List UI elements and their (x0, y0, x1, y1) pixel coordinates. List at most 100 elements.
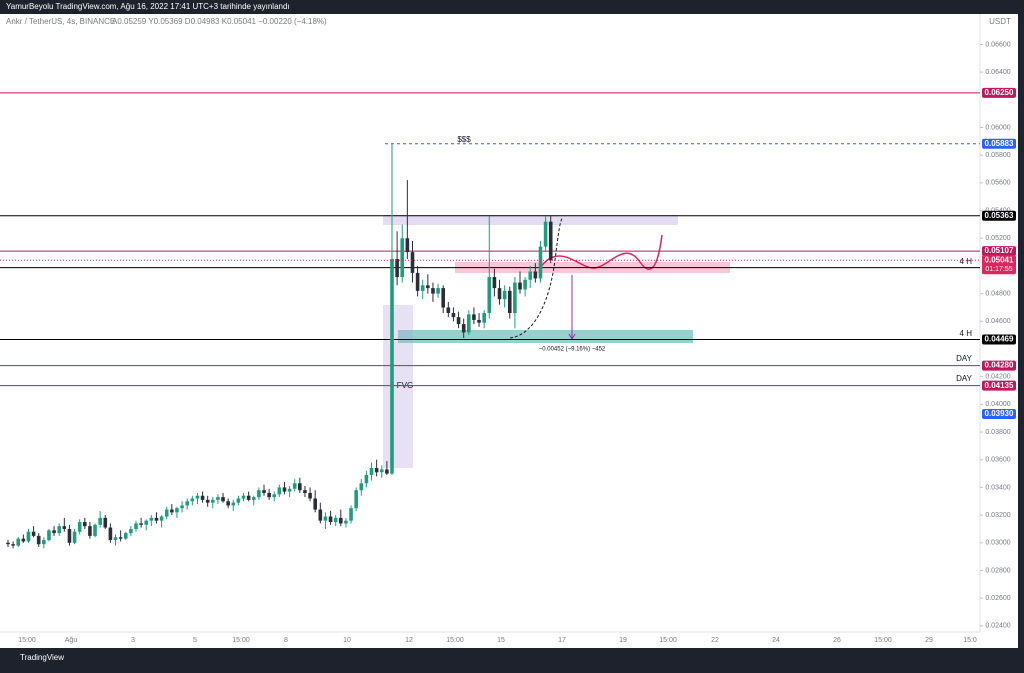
candle-body (16, 538, 21, 546)
y-tick-label: 0.03200 (985, 512, 1010, 519)
candle-body (211, 499, 215, 503)
candle-body (308, 492, 312, 499)
candle-body (170, 509, 174, 513)
candle-body (518, 282, 522, 290)
y-tick-label: 0.04600 (985, 318, 1010, 325)
curve-path (509, 217, 563, 339)
candle-body (272, 494, 277, 498)
candle-body (26, 531, 31, 542)
level-tag-label: 0.03930 (985, 409, 1014, 418)
candle-body (221, 497, 225, 502)
x-tick-label: 3 (131, 637, 135, 644)
candle-body (62, 526, 67, 529)
candle-body (93, 524, 97, 536)
candle-body (200, 495, 205, 500)
candle-body (379, 469, 384, 473)
candle-body (359, 483, 364, 491)
candle-body (431, 288, 435, 294)
candle-body (267, 492, 271, 498)
level-tag (982, 360, 1016, 371)
candle-body (339, 517, 343, 524)
candle-body (36, 535, 41, 545)
x-tick-label: 19 (619, 637, 627, 644)
x-tick-label: 12 (405, 637, 413, 644)
y-tick-label: 0.05600 (985, 180, 1010, 187)
candle-body (313, 498, 317, 510)
last-price-label: 0.05041 (985, 255, 1014, 264)
candle-body (83, 522, 87, 527)
candle-body (6, 542, 10, 545)
level-tag (982, 138, 1016, 149)
x-tick-label: 24 (772, 637, 780, 644)
candle-body (277, 487, 282, 495)
level-tag (982, 380, 1016, 391)
last-price-tag (982, 255, 1016, 275)
candle-body (236, 498, 241, 503)
x-tick-label: 17 (558, 637, 566, 644)
candle-body (292, 483, 297, 489)
measure-label: −0.00452 (−9.16%) −452 (539, 347, 606, 353)
candle-body (441, 288, 445, 308)
timeframe-label: 4 H (960, 329, 973, 338)
y-tick-label: 0.03400 (985, 484, 1010, 491)
candle-body (11, 544, 15, 546)
candle-body (47, 530, 51, 541)
candle-body (482, 313, 486, 323)
y-tick-label: 0.04200 (985, 374, 1010, 381)
candle-body (395, 259, 399, 278)
candle-body (180, 505, 184, 509)
y-tick-label: 0.03000 (985, 540, 1010, 547)
candle-body (118, 537, 123, 539)
candle-body (205, 499, 210, 503)
candle-body (461, 324, 466, 333)
x-tick-label: 26 (833, 637, 841, 644)
timeframe-label: 4 H (960, 257, 973, 266)
candle-body (405, 238, 410, 253)
symbol: Ankr / TetherUS, 4s, BINANCE (6, 17, 115, 26)
candle-body (344, 520, 348, 524)
candle-body (333, 517, 338, 523)
candle-body (390, 259, 394, 474)
candle-body (31, 531, 36, 536)
candle-body (528, 271, 533, 280)
candle-body (467, 314, 471, 333)
candle-body (410, 252, 415, 273)
candle-body (303, 490, 307, 493)
candle-body (246, 495, 251, 500)
candle-body (159, 516, 164, 521)
y-tick-label: 0.06600 (985, 41, 1010, 48)
candle-body (154, 517, 159, 521)
candle-body (241, 495, 246, 499)
y-tick-label: 0.05800 (985, 152, 1010, 159)
level-tag-label: 0.06250 (985, 88, 1014, 97)
level-tag (982, 409, 1016, 420)
ohlc: A0.05259 Y0.05369 D0.04983 K0.05041 −0.0… (112, 17, 327, 26)
candle-body (134, 523, 138, 529)
candle-body (446, 307, 451, 314)
candle-body (436, 288, 440, 294)
candle-body (103, 517, 108, 528)
x-tick-label: 15:00 (446, 637, 464, 644)
candle-body (287, 488, 292, 492)
candle-body (374, 468, 379, 473)
candle-body (507, 290, 512, 314)
candle-body (144, 520, 149, 525)
y-tick-label: 0.06400 (985, 69, 1010, 76)
x-tick-label: 15:00 (18, 637, 36, 644)
candle-body (385, 469, 389, 474)
candle-body (262, 490, 266, 493)
candle-body (231, 502, 236, 506)
candle-body (354, 490, 358, 509)
candle-body (369, 468, 374, 475)
x-tick-label: 15:0 (963, 637, 977, 644)
candle-body (364, 474, 369, 484)
candle-body (67, 528, 72, 543)
y-tick-label: 0.05200 (985, 235, 1010, 242)
timeframe-label: DAY (956, 374, 973, 383)
candle-body (149, 517, 154, 521)
y-tick-label: 0.04800 (985, 290, 1010, 297)
candle-body (139, 523, 143, 525)
candle-body (164, 509, 169, 517)
level-tag-label: 0.04135 (985, 381, 1014, 390)
